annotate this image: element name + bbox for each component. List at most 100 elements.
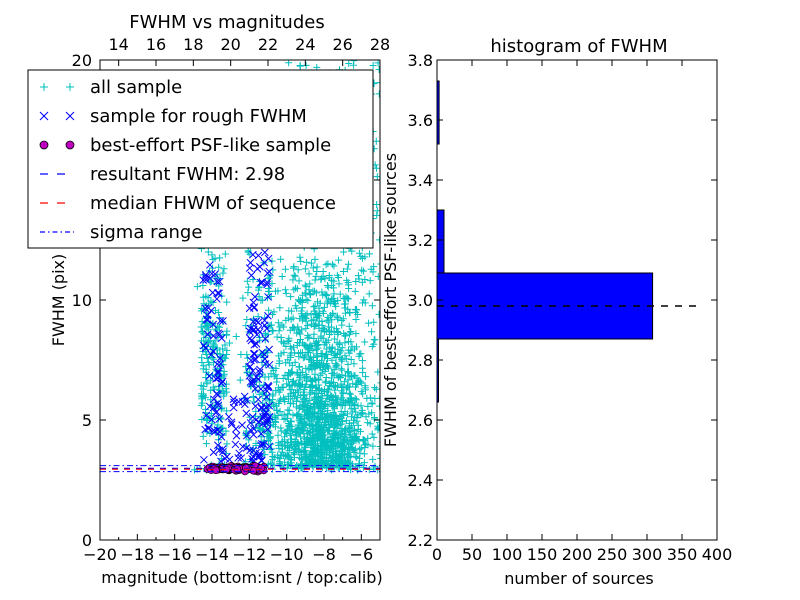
all-sample-point (293, 428, 301, 436)
all-sample-point (373, 201, 380, 209)
all-sample-point (415, 451, 422, 458)
all-sample-point (289, 400, 297, 408)
top-x-tick-label: 24 (295, 35, 315, 54)
all-sample-point (310, 335, 318, 343)
rough-sample-point (256, 278, 265, 287)
all-sample-point (322, 441, 330, 449)
all-sample-point (335, 256, 343, 264)
rough-sample-point (214, 390, 222, 399)
all-sample-point (368, 328, 376, 336)
all-sample-point (313, 314, 321, 322)
all-sample-point (321, 326, 329, 334)
all-sample-point (344, 260, 352, 268)
all-sample-point (293, 285, 301, 293)
all-sample-point (408, 457, 415, 464)
all-sample-point (374, 368, 380, 376)
all-sample-point (321, 352, 329, 360)
all-sample-point (349, 61, 357, 69)
rough-sample-point (263, 425, 272, 434)
all-sample-point (310, 307, 318, 315)
rough-sample-point (250, 303, 259, 311)
all-sample-point (357, 444, 365, 452)
rough-sample-point (249, 298, 258, 307)
all-sample-point (288, 378, 296, 386)
all-sample-point (370, 336, 378, 344)
all-sample-point (345, 60, 353, 67)
right-x-tick-label: 100 (492, 545, 523, 564)
rough-sample-point (218, 445, 227, 453)
all-sample-point (307, 291, 315, 299)
rough-sample-point (215, 415, 224, 423)
rough-sample-point (201, 304, 210, 313)
all-sample-point (295, 363, 303, 371)
rough-sample-point (250, 355, 258, 364)
all-sample-point (344, 368, 352, 376)
all-sample-point (344, 369, 352, 377)
all-sample-point (221, 250, 229, 258)
all-sample-point (330, 442, 338, 450)
right-x-tick-label: 150 (527, 545, 558, 564)
rough-sample-point (255, 368, 264, 377)
right-y-tick-label: 3.2 (408, 231, 433, 250)
rough-sample-point (213, 360, 222, 368)
all-sample-point (346, 428, 354, 436)
all-sample-point (356, 350, 364, 358)
all-sample-point (352, 330, 360, 338)
legend-marker-rough-sample (39, 111, 49, 121)
all-sample-point (337, 438, 345, 446)
all-sample-point (358, 409, 366, 417)
right-y-tick-label: 2.4 (408, 471, 433, 490)
all-sample-point (325, 296, 333, 304)
rough-sample-point (206, 261, 214, 269)
rough-sample-point (203, 311, 212, 320)
all-sample-point (303, 426, 311, 434)
rough-sample-point (257, 429, 266, 438)
all-sample-point (359, 364, 367, 372)
left-x-tick-label: −8 (312, 545, 336, 564)
all-sample-point (368, 399, 376, 407)
all-sample-point (289, 276, 297, 284)
all-sample-point (272, 371, 280, 379)
all-sample-point (312, 289, 320, 297)
rough-sample-point (264, 293, 272, 301)
all-sample-point (203, 416, 211, 424)
legend-marker-psf-sample (39, 140, 49, 150)
left-y-tick-label: 20 (72, 51, 92, 70)
left-x-tick-label: −18 (120, 545, 154, 564)
left-y-axis-label: FWHM (pix) (49, 254, 68, 347)
all-sample-point (337, 408, 345, 416)
rough-sample-point (213, 441, 222, 450)
all-sample-point (313, 263, 321, 271)
all-sample-point (368, 409, 376, 417)
all-sample-point (289, 324, 297, 332)
all-sample-point (328, 343, 336, 351)
all-sample-point (323, 437, 331, 445)
all-sample-point (312, 383, 320, 391)
all-sample-point (319, 455, 327, 463)
all-sample-point (285, 453, 293, 461)
left-x-tick-label: −10 (270, 545, 304, 564)
all-sample-point (327, 312, 335, 320)
all-sample-point (306, 355, 314, 363)
all-sample-point (308, 410, 316, 418)
all-sample-point (303, 258, 311, 266)
all-sample-point (354, 425, 362, 433)
all-sample-point (372, 385, 380, 393)
all-sample-point (345, 346, 353, 354)
all-sample-point (324, 283, 332, 291)
all-sample-point (273, 406, 281, 414)
all-sample-point (310, 303, 318, 311)
all-sample-point (374, 273, 380, 281)
all-sample-point (375, 90, 380, 98)
all-sample-point (325, 427, 333, 435)
all-sample-point (200, 337, 208, 345)
all-sample-point (361, 338, 369, 346)
rough-sample-point (254, 395, 263, 404)
all-sample-point (291, 443, 299, 451)
all-sample-point (354, 402, 362, 410)
all-sample-point (301, 314, 309, 322)
rough-sample-point (242, 396, 251, 405)
all-sample-point (202, 405, 210, 413)
all-sample-point (268, 257, 276, 265)
all-sample-point (349, 380, 357, 388)
